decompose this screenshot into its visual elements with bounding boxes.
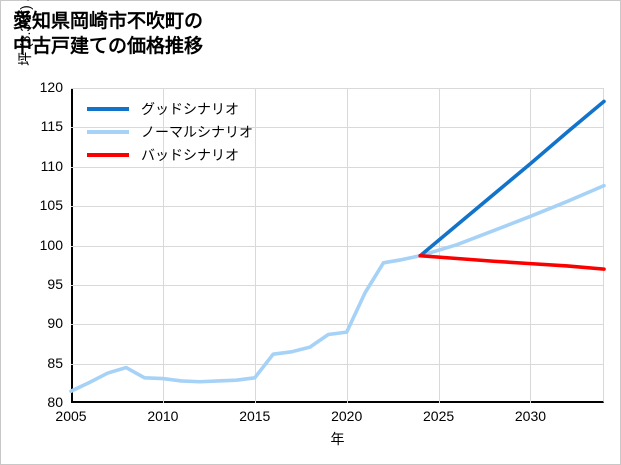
gridline-horizontal [71,245,604,247]
line-normal-scenario [69,183,606,393]
y-tick-label: 95 [47,275,63,292]
series-lines [69,99,606,393]
y-tick-label: 120 [39,79,63,95]
legend-label-normal-scenario: ノーマルシナリオ [141,123,253,140]
gridline-horizontal [71,206,604,208]
gridline-horizontal [71,284,604,286]
legend-label-bad-scenario: バッドシナリオ [141,146,239,163]
y-tick-label: 100 [39,236,63,253]
x-tick-label: 2015 [239,408,271,424]
x-tick-label: 2010 [147,408,179,424]
legend-label-good-scenario: グッドシナリオ [141,100,239,117]
y-tick-label: 105 [39,197,63,214]
line-good-scenario [418,99,606,258]
gridline-horizontal [71,166,604,168]
chart-legend: グッドシナリオ ノーマルシナリオ バッドシナリオ [75,93,307,170]
y-tick-label: 80 [47,394,63,410]
legend-swatch-good-scenario [87,106,129,111]
plot-area [69,88,606,403]
y-tick-label: 90 [47,315,63,332]
gridline-vertical [346,88,348,403]
gridline-vertical [530,88,532,403]
gridline-horizontal [71,324,604,326]
x-tick-label: 2020 [331,408,363,424]
x-axis-label: 年 [330,431,345,447]
gridline-vertical [438,88,440,403]
gridline-vertical [162,88,164,403]
gridline-horizontal [71,363,604,365]
legend-swatch-normal-scenario [87,129,129,134]
legend-item-bad-scenario[interactable]: バッドシナリオ [75,143,307,166]
y-tick-label: 115 [40,118,63,135]
x-tick-label: 2005 [55,408,87,424]
legend-item-normal-scenario[interactable]: ノーマルシナリオ [75,120,307,143]
gridline-horizontal [71,127,604,129]
x-tick-label: 2030 [514,408,547,424]
y-axis-label: 坪 (3.3㎡) 単価 (万円) [15,0,35,119]
y-tick-label: 110 [40,157,63,174]
legend-item-good-scenario[interactable]: グッドシナリオ [75,97,307,120]
legend-swatch-bad-scenario [87,152,129,157]
page-title: 愛知県岡崎市不吹町の 中古戸建ての価格推移 [13,11,204,58]
line-bad-scenario [418,253,606,271]
gridline-horizontal [71,88,604,89]
y-tick-label: 85 [47,354,63,371]
x-tick-label: 2025 [423,408,455,424]
gridline-vertical [254,88,256,403]
